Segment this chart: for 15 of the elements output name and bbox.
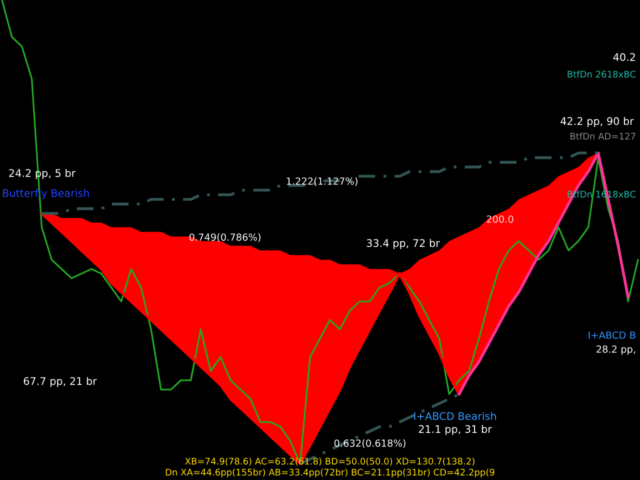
annotation: 40.2 [613, 53, 635, 62]
annotation: 28.2 pp, [596, 345, 636, 355]
annotation: 33.4 pp, 72 br [366, 238, 440, 250]
annotation: 0.632(0.618%) [334, 439, 406, 448]
annotation: 42.2 pp, 90 br [560, 116, 634, 128]
annotation: 200.0 [486, 215, 514, 223]
annotation: I+ABCD Bearish [414, 412, 496, 420]
annotation: 1.222(1.127%) [286, 177, 358, 186]
annotation: 21.1 pp, 31 br [418, 424, 492, 436]
annotation: BtfDn AD=127 [570, 132, 636, 140]
annotation: I+ABCD B [588, 331, 636, 339]
annotation: BtfDn 2618xBC [568, 70, 636, 78]
annotation: 67.7 pp, 21 br [24, 376, 97, 388]
text: Dn XA=44.6pp(155br) AB=33.4pp(72br) BC=21.1pp(31br) CD=42.2pp(9 [166, 468, 494, 478]
annotation: 0.749(0.786%) [189, 233, 260, 242]
